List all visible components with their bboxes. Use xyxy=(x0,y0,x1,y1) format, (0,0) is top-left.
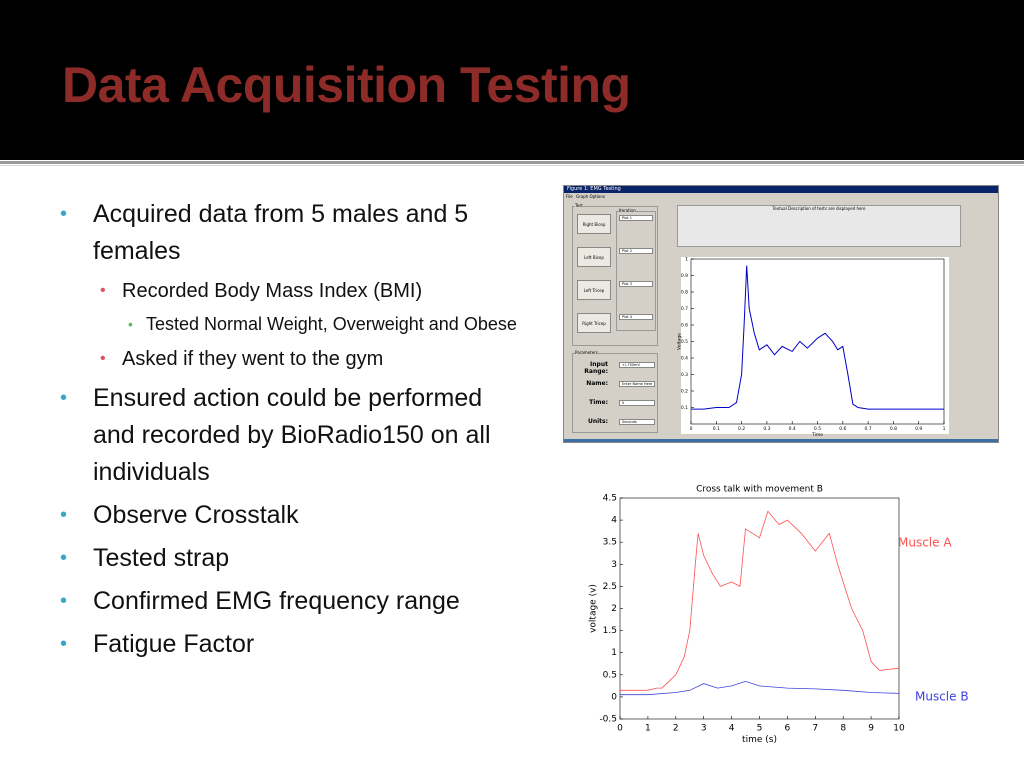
y-tick-label: 0.4 xyxy=(681,356,688,362)
field-value: Enter Name Here xyxy=(619,381,655,387)
slide-title: Data Acquisition Testing xyxy=(62,57,631,113)
button: Right Tricep xyxy=(577,313,611,333)
x-tick-label: 0 xyxy=(690,426,693,432)
field-label: Time: xyxy=(589,399,608,406)
bullet-list: Acquired data from 5 males and 5 females… xyxy=(60,190,530,663)
panel xyxy=(572,353,658,433)
x-tick-label: 9 xyxy=(868,724,874,734)
data-line xyxy=(691,265,944,410)
divider xyxy=(0,165,1024,166)
x-tick-label: 0.5 xyxy=(814,426,821,432)
series-label: Muscle B xyxy=(915,690,969,704)
y-tick-label: 0.6 xyxy=(681,323,688,329)
field-label: Input Range: xyxy=(584,361,608,375)
y-tick-label: -0.5 xyxy=(599,715,617,725)
y-tick-label: 2.5 xyxy=(603,582,617,592)
bullet-item: Observe Crosstalk xyxy=(60,497,530,534)
x-tick-label: 0 xyxy=(617,724,623,734)
y-tick-label: 0.9 xyxy=(681,273,688,279)
x-tick-label: 8 xyxy=(840,724,846,734)
button: Left Bicep xyxy=(577,247,611,267)
panel xyxy=(572,206,658,346)
window-title: Figure 1: EMG Testing xyxy=(564,186,998,193)
x-axis-label: Time xyxy=(811,432,823,438)
x-tick-label: 0.3 xyxy=(763,426,770,432)
menu-item: Graph Options xyxy=(576,194,605,199)
x-tick-label: 3 xyxy=(701,724,707,734)
dropdown: Plot 3 xyxy=(619,281,653,287)
plot-area xyxy=(681,257,949,434)
x-axis-label: time (s) xyxy=(742,735,777,745)
button: Right Bicep xyxy=(577,214,611,234)
y-tick-label: 2 xyxy=(611,604,617,614)
y-tick-label: 0.7 xyxy=(681,306,688,312)
x-tick-label: 0.6 xyxy=(839,426,846,432)
y-tick-label: 3.5 xyxy=(603,538,617,548)
y-tick-label: 1.5 xyxy=(603,626,617,636)
y-axis-label: voltage (v) xyxy=(589,584,599,633)
x-tick-label: 1 xyxy=(645,724,651,734)
panel-label: Iteration xyxy=(619,208,636,213)
x-tick-label: 0.1 xyxy=(713,426,720,432)
taskbar xyxy=(564,439,998,442)
y-tick-label: 0.8 xyxy=(681,290,688,296)
y-tick-label: 1 xyxy=(611,648,617,658)
bullet-item: Confirmed EMG frequency range xyxy=(60,583,530,620)
description-box: Textual Description of tests are display… xyxy=(677,205,961,247)
bullet-item: Tested Normal Weight, Overweight and Obe… xyxy=(60,310,530,338)
y-tick-label: 0.2 xyxy=(681,389,688,395)
emg-screenshot: Figure 1: EMG Testing File Graph Options… xyxy=(563,185,999,443)
chart-title: Cross talk with movement B xyxy=(696,485,823,495)
axes-frame xyxy=(690,258,945,425)
bullet-item: Recorded Body Mass Index (BMI) xyxy=(60,276,530,306)
x-tick-label: 1 xyxy=(943,426,946,432)
x-tick-label: 0.7 xyxy=(865,426,872,432)
dropdown: Plot 1 xyxy=(619,215,653,221)
header-band xyxy=(0,0,1024,160)
button: Left Tricep xyxy=(577,280,611,300)
y-tick-label: 4.5 xyxy=(603,494,617,504)
bullet-item: Acquired data from 5 males and 5 females xyxy=(60,196,530,270)
x-tick-label: 2 xyxy=(673,724,679,734)
y-tick-label: 0.3 xyxy=(681,372,688,378)
y-tick-label: 0.5 xyxy=(681,339,688,345)
field-label: Name: xyxy=(586,380,608,387)
bullet-item: Tested strap xyxy=(60,540,530,577)
bullet-item: Asked if they went to the gym xyxy=(60,344,530,374)
field-value: Seconds xyxy=(619,419,655,425)
y-tick-label: 4 xyxy=(611,516,617,526)
x-tick-label: 0.9 xyxy=(915,426,922,432)
x-tick-label: 4 xyxy=(729,724,735,734)
x-tick-label: 10 xyxy=(893,724,905,734)
field-label: Units: xyxy=(587,418,608,425)
menu-item: File xyxy=(566,194,573,199)
x-tick-label: 0.2 xyxy=(738,426,745,432)
divider xyxy=(0,161,1024,164)
x-tick-label: 0.4 xyxy=(789,426,796,432)
x-tick-label: 0.8 xyxy=(890,426,897,432)
data-line xyxy=(620,510,900,691)
data-line xyxy=(620,680,900,696)
y-tick-label: 0.1 xyxy=(681,405,688,411)
panel-label: Test xyxy=(575,203,583,208)
x-tick-label: 7 xyxy=(812,724,818,734)
bullet-item: Fatigue Factor xyxy=(60,626,530,663)
panel-label: Parameters xyxy=(575,350,598,355)
bullet-item: Ensured action could be performed and re… xyxy=(60,380,530,491)
dropdown: Plot 2 xyxy=(619,248,653,254)
series-label: Muscle A xyxy=(898,536,952,550)
field-value: 0 xyxy=(619,400,655,406)
x-tick-label: 5 xyxy=(757,724,763,734)
panel xyxy=(616,211,656,331)
y-axis-label: Voltage xyxy=(677,333,683,350)
field-value: +/-750mV xyxy=(619,362,655,368)
y-tick-label: 3 xyxy=(611,560,617,570)
y-tick-label: 0.5 xyxy=(603,670,617,680)
y-tick-label: 1 xyxy=(685,257,688,263)
y-tick-label: 0 xyxy=(611,692,617,702)
x-tick-label: 6 xyxy=(785,724,791,734)
dropdown: Plot 4 xyxy=(619,314,653,320)
